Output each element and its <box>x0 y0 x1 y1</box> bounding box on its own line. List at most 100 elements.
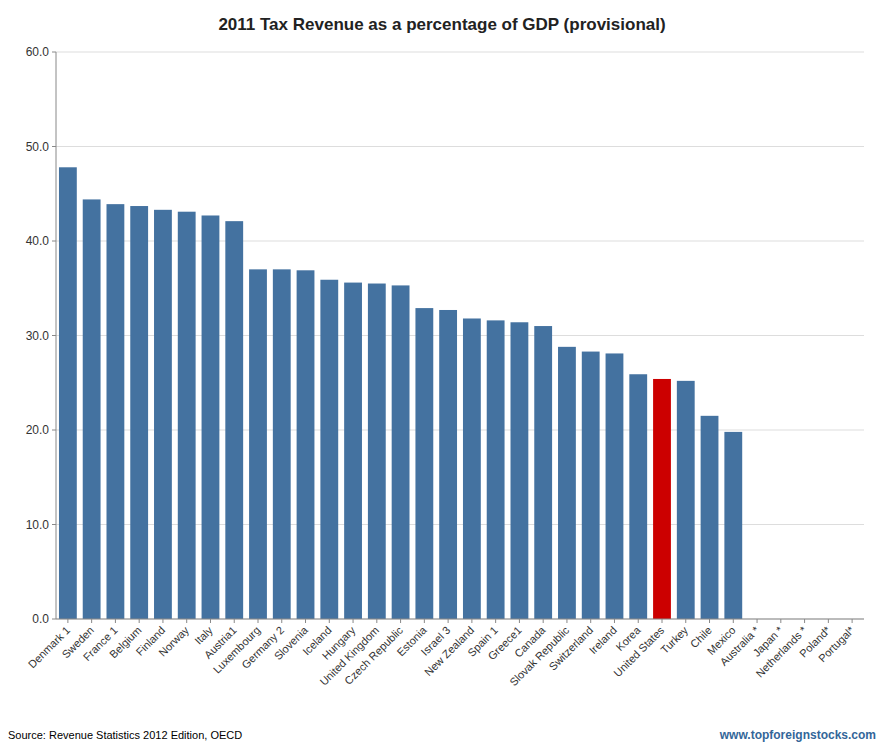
grid-line <box>56 619 864 620</box>
x-tick <box>353 619 354 623</box>
bar <box>83 199 101 619</box>
x-tick <box>67 619 68 623</box>
x-tick <box>281 619 282 623</box>
x-tick-label: Turkey <box>658 624 690 656</box>
title: 2011 Tax Revenue as a percentage of GDP … <box>218 15 665 34</box>
grid-line <box>56 430 864 431</box>
x-axis: Denmark 1SwedenFrance 1BelgiumFinlandNor… <box>26 619 857 688</box>
bar <box>511 322 529 619</box>
bar <box>130 206 148 619</box>
x-tick <box>804 619 805 623</box>
x-tick <box>638 619 639 623</box>
y-tick-label: 10.0 <box>26 518 50 532</box>
x-tick <box>566 619 567 623</box>
bar <box>178 212 196 619</box>
x-tick <box>258 619 259 623</box>
x-tick <box>115 619 116 623</box>
bar <box>344 283 362 619</box>
chart: 2011 Tax Revenue as a percentage of GDP … <box>0 0 884 749</box>
x-tick <box>329 619 330 623</box>
x-tick <box>424 619 425 623</box>
bar <box>701 416 719 619</box>
x-tick <box>733 619 734 623</box>
x-tick-label: Slovenia <box>272 623 311 662</box>
y-axis-line <box>56 52 57 619</box>
bar <box>107 204 125 619</box>
bar <box>297 270 315 619</box>
y-tick-label: 30.0 <box>26 329 50 343</box>
y-tick-label: 60.0 <box>26 45 50 59</box>
bar <box>320 280 338 619</box>
x-tick <box>234 619 235 623</box>
grid-line <box>56 524 864 525</box>
y-tick <box>52 619 56 620</box>
x-tick <box>828 619 829 623</box>
x-tick-label: Norway <box>156 624 191 659</box>
x-tick <box>614 619 615 623</box>
bar <box>606 353 624 619</box>
bar <box>463 318 481 619</box>
grid-line <box>56 52 864 53</box>
bars <box>59 167 742 619</box>
bar <box>558 347 576 619</box>
x-tick <box>780 619 781 623</box>
bar <box>653 379 671 619</box>
grid-line <box>56 335 864 336</box>
bar <box>368 284 386 619</box>
bar <box>534 326 552 619</box>
bar <box>154 210 172 619</box>
y-tick <box>52 430 56 431</box>
x-tick-label: United States <box>611 624 667 680</box>
source-note: Source: Revenue Statistics 2012 Edition,… <box>8 729 242 741</box>
x-tick <box>495 619 496 623</box>
y-tick <box>52 335 56 336</box>
x-tick <box>519 619 520 623</box>
bar <box>439 310 457 619</box>
y-tick-label: 40.0 <box>26 234 50 248</box>
x-tick <box>685 619 686 623</box>
x-tick <box>662 619 663 623</box>
y-tick <box>52 524 56 525</box>
bar <box>202 215 220 619</box>
x-tick <box>400 619 401 623</box>
x-tick <box>852 619 853 623</box>
bar <box>392 285 410 619</box>
bar <box>487 320 505 619</box>
y-axis: 0.0 10.0 20.0 30.0 40.0 50.0 60.0 <box>26 45 864 626</box>
x-tick <box>305 619 306 623</box>
x-tick-label: Portugal* <box>816 623 857 664</box>
y-tick <box>52 241 56 242</box>
y-tick-label: 0.0 <box>32 612 49 626</box>
bar <box>582 352 600 619</box>
y-tick <box>52 52 56 53</box>
x-tick <box>210 619 211 623</box>
y-tick-label: 20.0 <box>26 423 50 437</box>
bar <box>724 432 742 619</box>
x-tick <box>757 619 758 623</box>
x-axis-line <box>56 619 864 620</box>
x-tick <box>139 619 140 623</box>
x-tick <box>471 619 472 623</box>
x-tick <box>590 619 591 623</box>
bar <box>225 221 243 619</box>
x-tick <box>91 619 92 623</box>
x-tick <box>448 619 449 623</box>
bar <box>677 381 695 619</box>
bar <box>59 167 77 619</box>
x-tick <box>376 619 377 623</box>
y-tick <box>52 146 56 147</box>
bar <box>249 269 267 619</box>
bar <box>273 269 291 619</box>
website-note: www.topforeignstocks.com <box>719 728 876 742</box>
bar <box>629 374 647 619</box>
grid-line <box>56 146 864 147</box>
x-tick <box>186 619 187 623</box>
x-tick-label: Ireland <box>587 624 619 656</box>
bar <box>415 308 433 619</box>
x-tick <box>709 619 710 623</box>
y-tick-label: 50.0 <box>26 140 50 154</box>
x-tick <box>543 619 544 623</box>
x-tick <box>162 619 163 623</box>
x-tick-label: Czech Republic <box>342 624 405 687</box>
grid-line <box>56 241 864 242</box>
